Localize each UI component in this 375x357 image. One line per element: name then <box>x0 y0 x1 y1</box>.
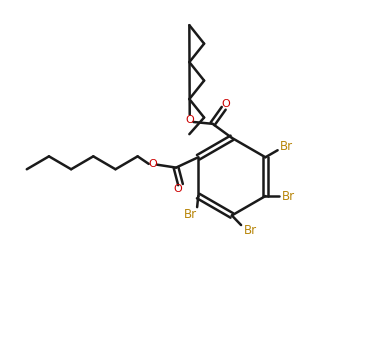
Text: O: O <box>185 115 194 125</box>
Text: O: O <box>221 99 230 109</box>
Text: O: O <box>173 185 182 195</box>
Text: Br: Br <box>244 224 257 237</box>
Text: Br: Br <box>280 140 293 153</box>
Text: Br: Br <box>282 190 295 202</box>
Text: O: O <box>148 159 157 169</box>
Text: Br: Br <box>184 208 197 221</box>
